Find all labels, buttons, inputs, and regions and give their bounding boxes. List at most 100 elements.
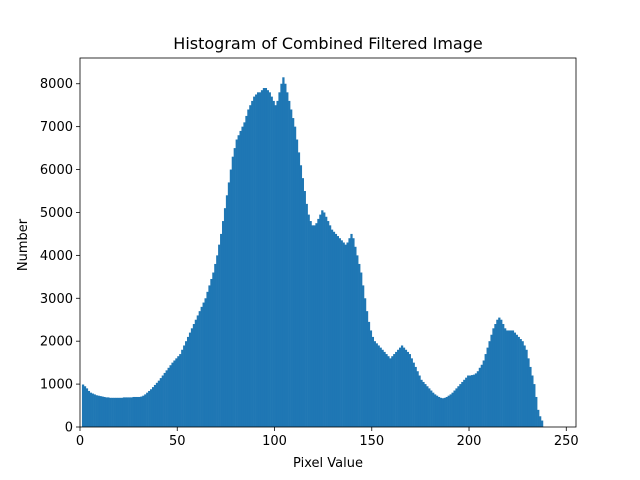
histogram-bar	[282, 77, 285, 427]
histogram-bar	[198, 311, 201, 427]
histogram-bar	[218, 244, 221, 427]
histogram-bar	[441, 398, 445, 427]
histogram-bar	[311, 225, 314, 427]
histogram-bar	[519, 339, 522, 427]
histogram-bar	[371, 336, 375, 427]
histogram-bar	[278, 92, 281, 427]
x-tick-label: 150	[359, 434, 384, 449]
histogram-bar	[290, 109, 293, 428]
chart-title: Histogram of Combined Filtered Image	[173, 34, 482, 53]
histogram-bar	[196, 315, 199, 427]
histogram-bar	[428, 388, 431, 427]
histogram-bar	[284, 83, 287, 428]
histogram-bar	[153, 384, 157, 427]
histogram-bar	[507, 330, 511, 427]
y-tick-label: 2000	[40, 335, 73, 350]
histogram-bar	[210, 278, 213, 427]
histogram-bar	[301, 178, 304, 427]
histogram-bar	[188, 332, 192, 427]
histogram-bar	[186, 336, 190, 427]
histogram-bar	[231, 156, 234, 427]
histogram-bar	[340, 240, 343, 427]
histogram-bar	[124, 397, 127, 427]
histogram-bar	[249, 105, 252, 427]
histogram-bar	[385, 354, 388, 427]
y-axis-label: Number	[16, 218, 31, 271]
histogram-bar	[432, 392, 435, 427]
histogram-bar	[352, 238, 355, 427]
histogram-bar	[95, 395, 98, 427]
histogram-bar	[426, 386, 429, 427]
histogram-bar	[367, 321, 371, 427]
histogram-bar	[369, 330, 373, 427]
histogram-bar	[113, 397, 116, 427]
histogram-bar	[391, 356, 394, 427]
histogram-bar	[307, 214, 310, 427]
y-tick-label: 6000	[40, 163, 73, 178]
histogram-bar	[531, 375, 534, 427]
histogram-bar	[513, 332, 517, 427]
histogram-bar	[328, 225, 332, 427]
histogram-bar	[360, 272, 363, 427]
histogram-bar	[169, 365, 172, 427]
histogram-bar	[212, 272, 215, 427]
histogram-bar	[404, 349, 408, 427]
histogram-bar	[185, 341, 188, 427]
histogram-bar	[144, 394, 147, 427]
x-tick-label: 50	[169, 434, 186, 449]
histogram-bar	[280, 83, 283, 428]
histogram-bar	[83, 386, 87, 427]
histogram-bar	[257, 92, 260, 427]
histogram-bar	[120, 397, 124, 427]
histogram-bar	[194, 319, 198, 427]
histogram-bar	[227, 182, 231, 427]
histogram-bar	[107, 397, 110, 427]
histogram-bar	[478, 367, 481, 427]
histogram-bar	[93, 394, 96, 427]
histogram-bar	[146, 392, 149, 427]
histogram-bar	[103, 396, 106, 427]
histogram-bar	[389, 358, 392, 427]
histogram-bar	[173, 360, 176, 427]
histogram-bar	[424, 384, 427, 427]
histogram-bars	[81, 77, 544, 428]
histogram-bar	[292, 118, 295, 427]
histogram-bar	[97, 395, 100, 427]
histogram-bar	[87, 390, 91, 427]
histogram-bar	[533, 384, 536, 427]
histogram-bar	[449, 394, 452, 427]
histogram-bar	[247, 109, 250, 428]
histogram-bar	[268, 92, 271, 427]
histogram-bar	[319, 214, 322, 427]
histogram-bar	[140, 396, 143, 427]
histogram-bar	[293, 126, 297, 428]
histogram-bar	[525, 349, 528, 427]
histogram-bar	[136, 396, 139, 427]
histogram-bar	[344, 244, 347, 427]
histogram-bar	[346, 242, 349, 427]
histogram-bar	[171, 362, 174, 427]
histogram-bar	[377, 345, 380, 427]
histogram-bar	[521, 341, 524, 427]
histogram-bar	[122, 397, 126, 427]
histogram-bar	[264, 88, 268, 427]
histogram-bar	[260, 90, 264, 428]
histogram-bar	[221, 221, 225, 427]
histogram-bar	[435, 395, 439, 427]
histogram-bar	[365, 311, 369, 427]
histogram-bar	[480, 364, 483, 427]
histogram-bar	[91, 393, 94, 427]
histogram-bar	[486, 347, 489, 427]
histogram-bar	[286, 92, 289, 427]
histogram-bar	[463, 379, 466, 427]
y-tick-label: 5000	[40, 206, 73, 221]
histogram-bar	[467, 375, 470, 427]
histogram-bar	[472, 374, 476, 427]
histogram-bar	[482, 360, 485, 427]
histogram-bar	[451, 392, 454, 427]
histogram-bar	[183, 345, 186, 427]
histogram-bar	[406, 351, 410, 427]
histogram-bar	[469, 375, 472, 427]
histogram-bar	[216, 255, 219, 427]
histogram-bar	[375, 343, 378, 427]
